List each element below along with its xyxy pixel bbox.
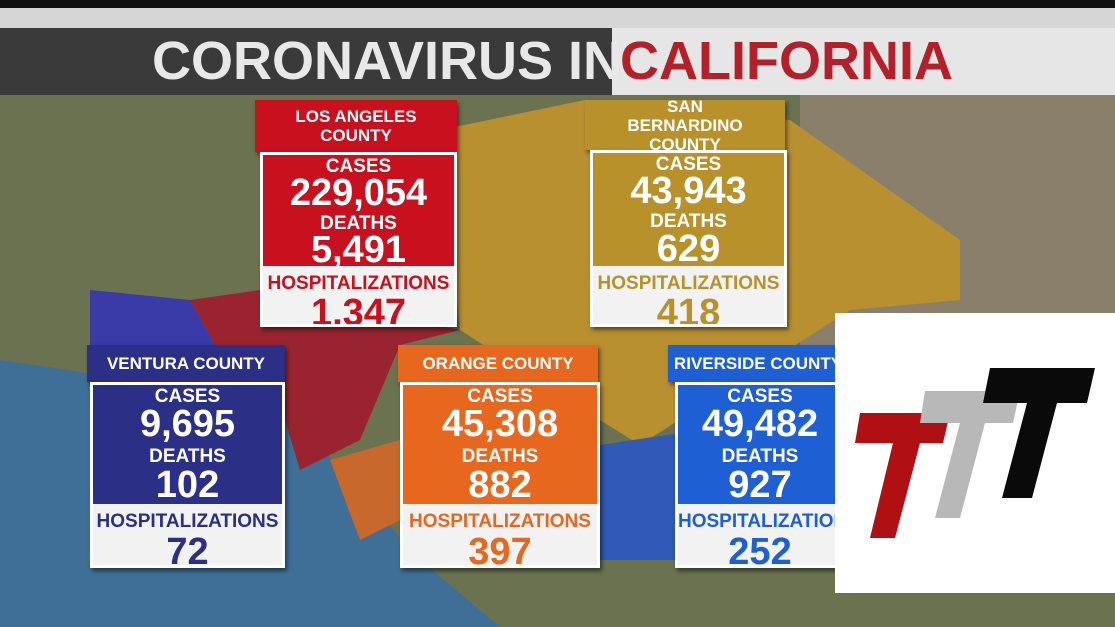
hosp-value: 418 [656,291,721,327]
county-name: RIVERSIDE COUNTY [668,345,848,382]
county-name: VENTURA COUNTY [87,345,285,382]
cases-value: 49,482 [701,402,819,445]
deaths-value: 927 [728,464,792,506]
deaths-value: 102 [155,464,220,506]
hosp-label: HOSPITALIZATIONS [597,272,780,294]
cases-label: CASES [467,386,533,407]
county-stats: CASES 45,308 DEATHS 882 HOSPITALIZATIONS 397 [400,382,600,568]
deaths-label: DEATHS [721,446,799,468]
hosp-value: 397 [468,530,532,568]
logo [835,313,1115,593]
deaths-label: DEATHS [461,446,539,468]
cases-label: CASES [325,156,392,177]
deaths-value: 629 [656,228,721,271]
hosp-label: HOSPITALIZATIONS [96,510,279,532]
hosp-section [403,503,597,565]
deaths-label: DEATHS [650,211,727,233]
title-right-bg [612,28,1115,95]
hosp-label: HOSPITALIZATIONS [678,510,845,532]
county-stats: CASES 229,054 DEATHS 5,491 HOSPITALIZATIONS 1… [260,152,457,327]
cases-value: 229,054 [289,171,428,214]
hosp-section [93,503,282,565]
cases-label: CASES [655,154,722,175]
title-left-bg [0,28,612,95]
hosp-label: HOSPITALIZATIONS [409,510,591,532]
county-name: SAN BERNARDINO COUNTY [585,100,785,150]
deaths-label: DEATHS [320,212,397,234]
title-left: CORONAVIRUS IN [152,31,623,91]
hosp-section [593,265,784,324]
hosp-value: 252 [728,530,792,568]
title-right: CALIFORNIA [620,31,953,91]
cases-label: CASES [727,386,793,407]
county-stats: CASES 43,943 DEATHS 629 HOSPITALIZATIONS 418 [590,150,787,327]
hosp-value: 72 [166,530,209,568]
cases-value: 9,695 [139,402,236,445]
hosp-section [263,266,454,324]
hosp-label: HOSPITALIZATIONS [267,273,450,295]
deaths-value: 5,491 [310,229,407,272]
county-name: LOS ANGELES COUNTY [255,100,457,152]
county-stats: CASES 9,695 DEATHS 102 HOSPITALIZATIONS 72 [90,382,285,568]
hosp-value: 1,347 [310,292,407,327]
cases-value: 45,308 [441,402,559,445]
deaths-label: DEATHS [149,446,226,468]
cases-label: CASES [154,386,221,407]
county-stats: CASES 49,482 DEATHS 927 HOSPITALIZATIONS 252 [675,382,845,568]
cases-value: 43,943 [630,169,747,212]
hosp-section [678,503,842,565]
deaths-value: 882 [468,464,532,506]
county-name: ORANGE COUNTY [398,345,598,382]
